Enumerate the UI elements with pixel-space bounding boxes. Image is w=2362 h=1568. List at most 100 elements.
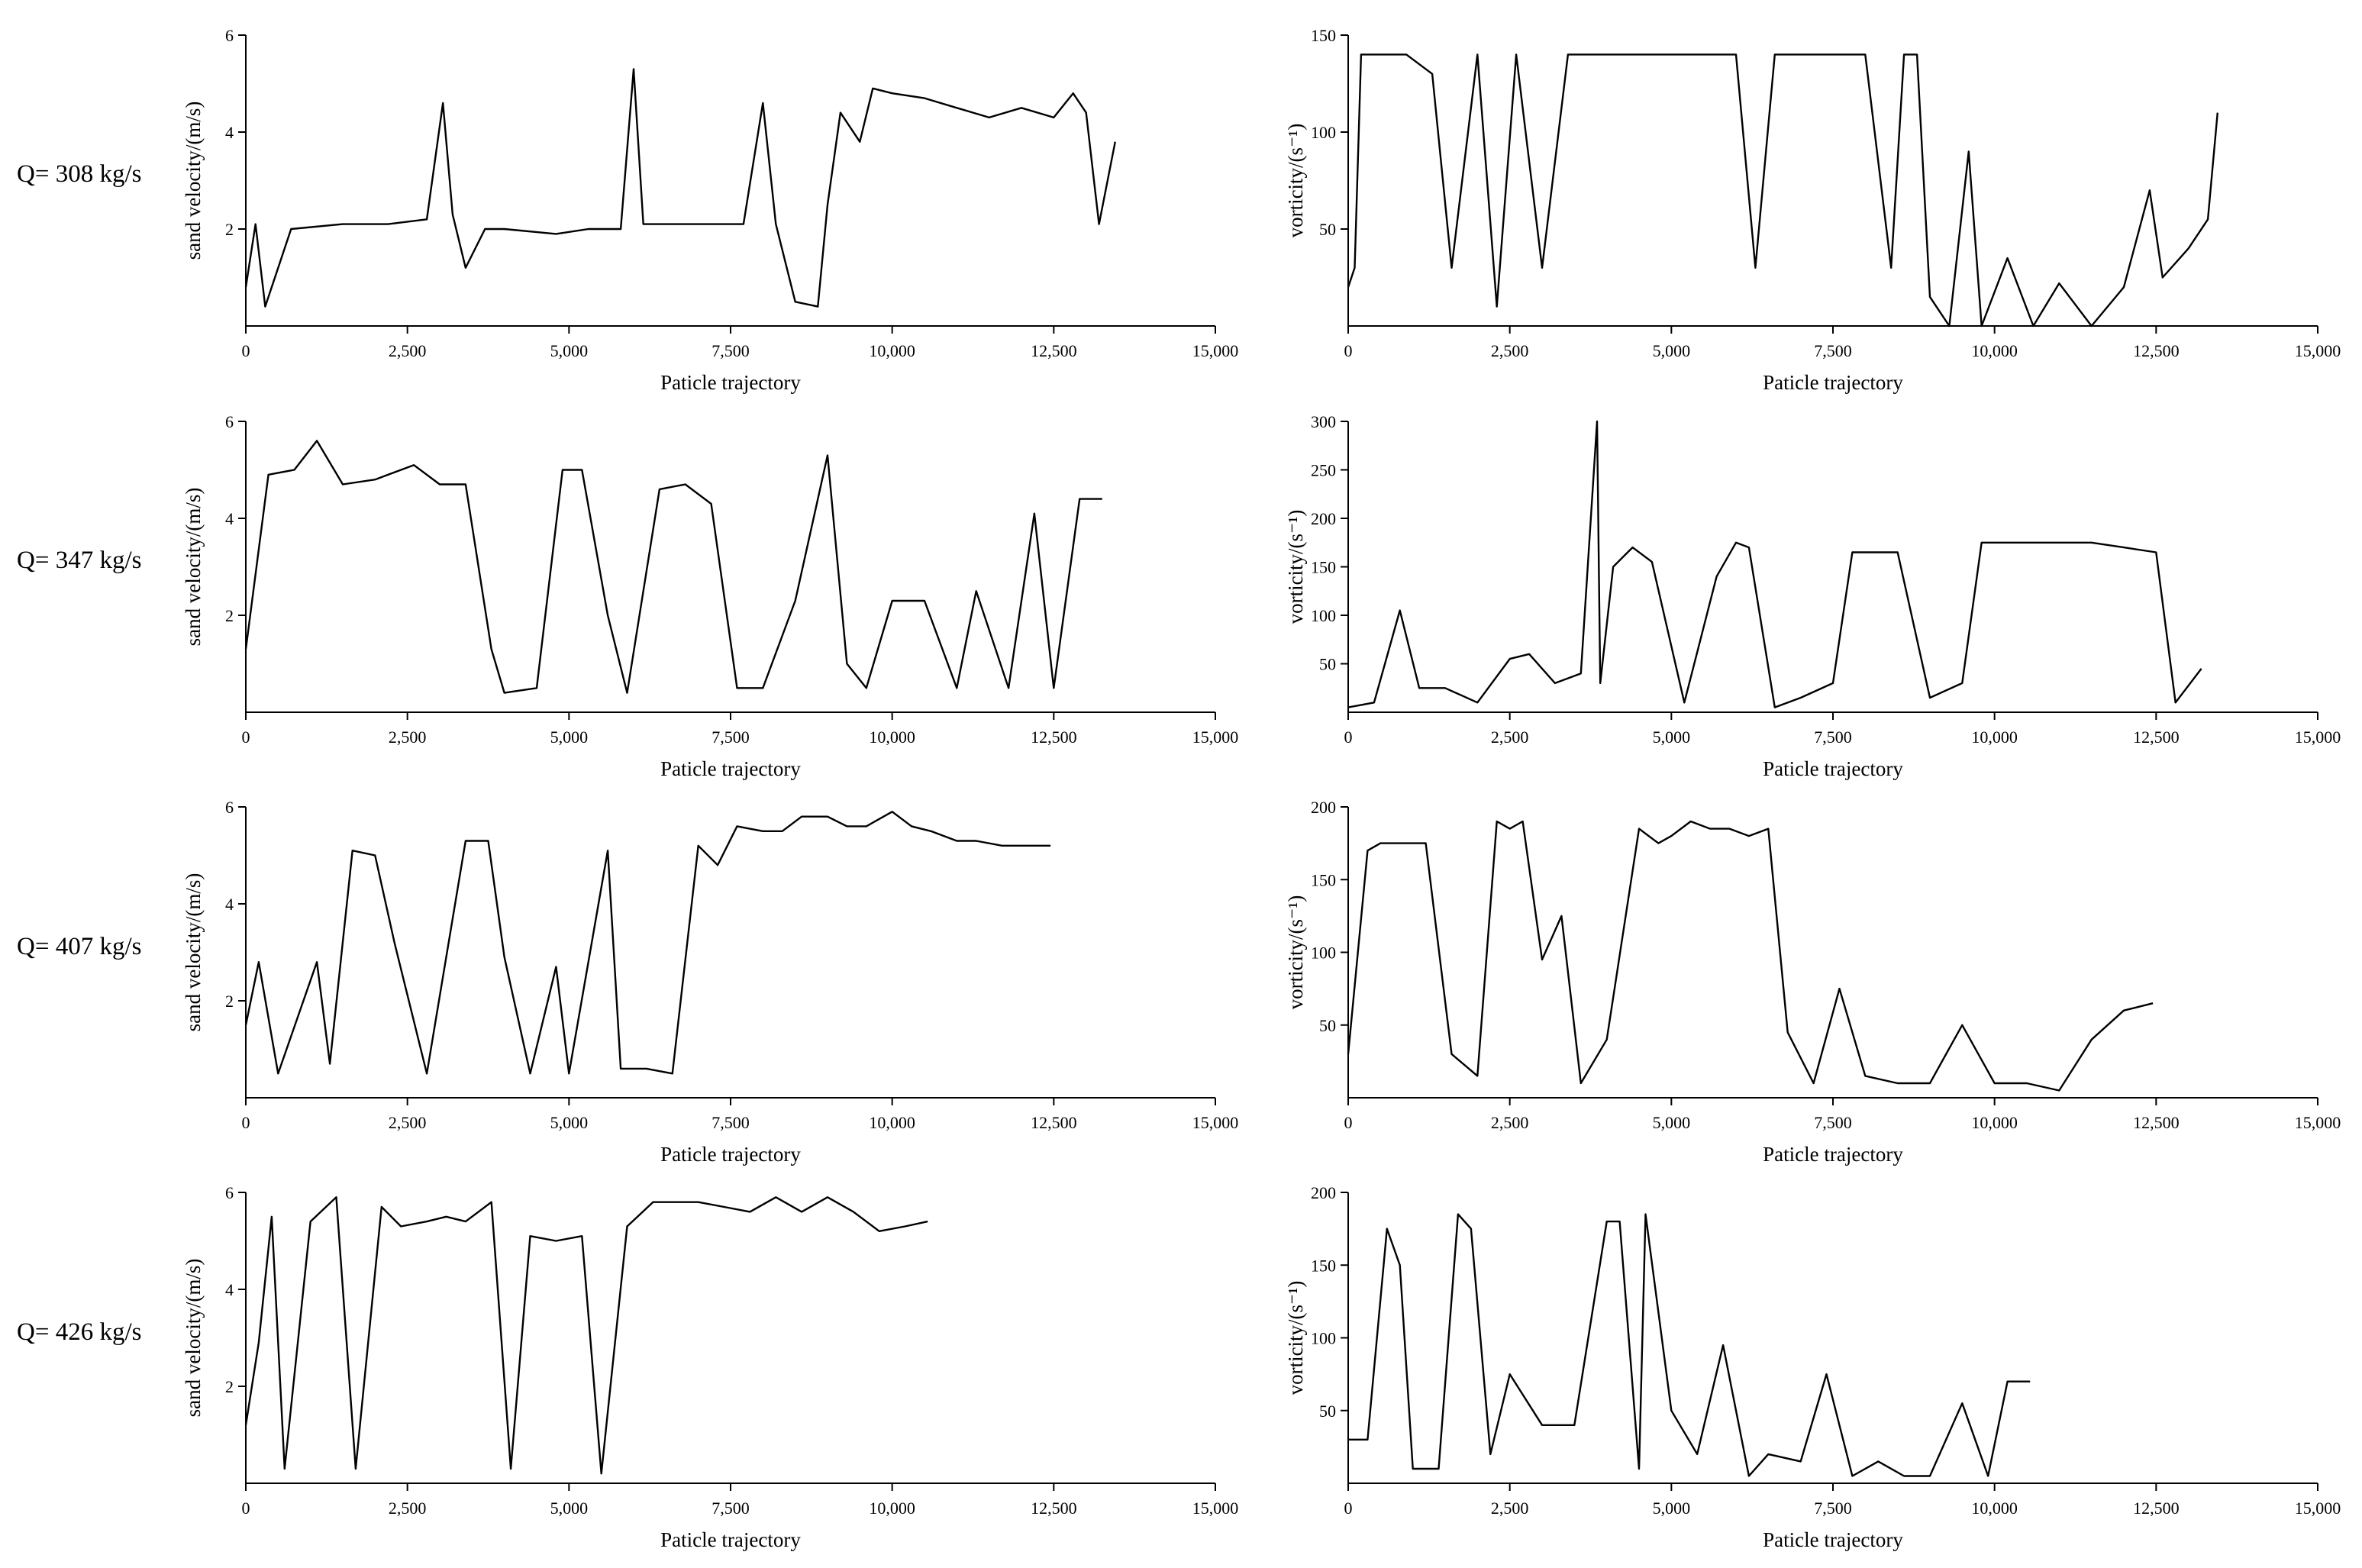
x-tick-label: 12,500 (1031, 341, 1077, 360)
x-axis-label: Paticle trajectory (660, 1528, 801, 1551)
y-axis-label: vorticity/(s⁻¹) (1284, 895, 1307, 1010)
x-tick-label: 10,000 (1971, 1113, 2018, 1132)
x-axis-label: Paticle trajectory (660, 371, 801, 394)
y-tick-label: 150 (1311, 870, 1336, 889)
y-tick-label: 200 (1311, 1183, 1336, 1202)
x-tick-label: 15,000 (2295, 341, 2341, 360)
series-line (244, 811, 1051, 1075)
y-tick-label: 4 (225, 509, 234, 528)
x-tick-label: 2,500 (389, 341, 427, 360)
y-tick-label: 150 (1311, 26, 1336, 45)
x-tick-label: 10,000 (1971, 341, 2018, 360)
series-line (1347, 420, 2202, 708)
x-tick-label: 2,500 (1491, 728, 1529, 747)
y-axis-label: sand velocity/(m/s) (182, 488, 205, 647)
chart-panel: 0 2,500 5,000 7,500 10,000 12,500 15,000 50 100 1… (1284, 26, 2341, 394)
y-tick-label: 200 (1311, 509, 1336, 528)
chart-panel: 0 2,500 5,000 7,500 10,000 12,500 15,000 2 4 6 Pat… (182, 26, 1238, 394)
x-tick-label: 5,000 (550, 341, 589, 360)
x-tick-label: 15,000 (1192, 1499, 1239, 1518)
x-tick-label: 0 (242, 1499, 250, 1518)
x-tick-label: 12,500 (1031, 1113, 1077, 1132)
x-tick-label: 2,500 (1491, 341, 1529, 360)
x-axis-label: Paticle trajectory (1763, 1143, 1903, 1166)
x-tick-label: 10,000 (869, 1499, 915, 1518)
y-tick-label: 4 (225, 895, 234, 914)
y-axis-label: sand velocity/(m/s) (182, 1259, 205, 1418)
chart-panel: 0 2,500 5,000 7,500 10,000 12,500 15,000 2 4 6 Pat… (182, 798, 1238, 1166)
x-tick-label: 15,000 (2295, 728, 2341, 747)
x-axis-label: Paticle trajectory (1763, 1528, 1903, 1551)
x-tick-label: 2,500 (389, 1499, 427, 1518)
chart-panel: 0 2,500 5,000 7,500 10,000 12,500 15,000 2 4 6 Pat… (182, 1183, 1238, 1551)
y-tick-label: 4 (225, 123, 234, 142)
x-tick-label: 15,000 (2295, 1113, 2341, 1132)
chart-panel: 0 2,500 5,000 7,500 10,000 12,500 15,000 2 4 6 Pat… (182, 412, 1238, 780)
x-tick-label: 15,000 (1192, 341, 1239, 360)
series-line (244, 440, 1102, 694)
y-tick-label: 100 (1311, 606, 1336, 625)
y-tick-label: 6 (225, 412, 234, 431)
y-tick-label: 100 (1311, 1329, 1336, 1348)
y-axis-label: sand velocity/(m/s) (182, 102, 205, 260)
x-tick-label: 7,500 (712, 341, 750, 360)
y-tick-label: 50 (1319, 1016, 1336, 1035)
x-axis-label: Paticle trajectory (1763, 371, 1903, 394)
series-line (1347, 53, 2218, 327)
y-tick-label: 50 (1319, 220, 1336, 239)
series-line (244, 68, 1116, 308)
x-tick-label: 12,500 (2133, 341, 2180, 360)
y-axis-label: vorticity/(s⁻¹) (1284, 1281, 1307, 1395)
y-tick-label: 300 (1311, 412, 1336, 431)
x-tick-label: 0 (1344, 341, 1353, 360)
x-tick-label: 12,500 (2133, 728, 2180, 747)
y-tick-label: 50 (1319, 1402, 1336, 1421)
x-tick-label: 10,000 (869, 1113, 915, 1132)
y-axis-label: vorticity/(s⁻¹) (1284, 124, 1307, 238)
x-tick-label: 10,000 (1971, 1499, 2018, 1518)
y-tick-label: 200 (1311, 798, 1336, 817)
row-label-q426: Q= 426 kg/s (17, 1318, 142, 1346)
x-tick-label: 15,000 (2295, 1499, 2341, 1518)
x-tick-label: 5,000 (1653, 341, 1691, 360)
y-tick-label: 250 (1311, 461, 1336, 480)
x-tick-label: 0 (242, 728, 250, 747)
x-axis-label: Paticle trajectory (660, 1143, 801, 1166)
y-tick-label: 4 (225, 1280, 234, 1299)
x-tick-label: 2,500 (389, 728, 427, 747)
x-axis-label: Paticle trajectory (1763, 757, 1903, 780)
series-line (244, 1196, 928, 1475)
x-tick-label: 15,000 (1192, 1113, 1239, 1132)
chart-panel: 0 2,500 5,000 7,500 10,000 12,500 15,000 50 100 1… (1284, 412, 2341, 780)
x-axis-label: Paticle trajectory (660, 757, 801, 780)
y-tick-label: 6 (225, 798, 234, 817)
y-tick-label: 100 (1311, 123, 1336, 142)
x-tick-label: 5,000 (550, 1499, 589, 1518)
y-tick-label: 100 (1311, 944, 1336, 963)
x-tick-label: 12,500 (2133, 1499, 2180, 1518)
chart-panel: 0 2,500 5,000 7,500 10,000 12,500 15,000 50 100 1… (1284, 798, 2341, 1166)
y-tick-label: 150 (1311, 1256, 1336, 1275)
chart-panel: 0 2,500 5,000 7,500 10,000 12,500 15,000 50 100 1… (1284, 1183, 2341, 1551)
x-tick-label: 10,000 (869, 341, 915, 360)
y-tick-label: 6 (225, 1183, 234, 1202)
x-tick-label: 7,500 (712, 1113, 750, 1132)
x-tick-label: 2,500 (1491, 1499, 1529, 1518)
x-tick-label: 10,000 (1971, 728, 2018, 747)
y-tick-label: 2 (225, 1377, 234, 1396)
x-tick-label: 0 (1344, 728, 1353, 747)
y-tick-label: 2 (225, 992, 234, 1011)
y-tick-label: 50 (1319, 655, 1336, 674)
y-axis-label: vorticity/(s⁻¹) (1284, 510, 1307, 624)
x-tick-label: 2,500 (389, 1113, 427, 1132)
y-tick-label: 6 (225, 26, 234, 45)
x-tick-label: 0 (242, 341, 250, 360)
row-label-q407: Q= 407 kg/s (17, 933, 142, 960)
x-tick-label: 7,500 (712, 728, 750, 747)
x-tick-label: 5,000 (1653, 1113, 1691, 1132)
y-tick-label: 2 (225, 220, 234, 239)
series-line (1347, 820, 2154, 1092)
y-tick-label: 150 (1311, 558, 1336, 577)
